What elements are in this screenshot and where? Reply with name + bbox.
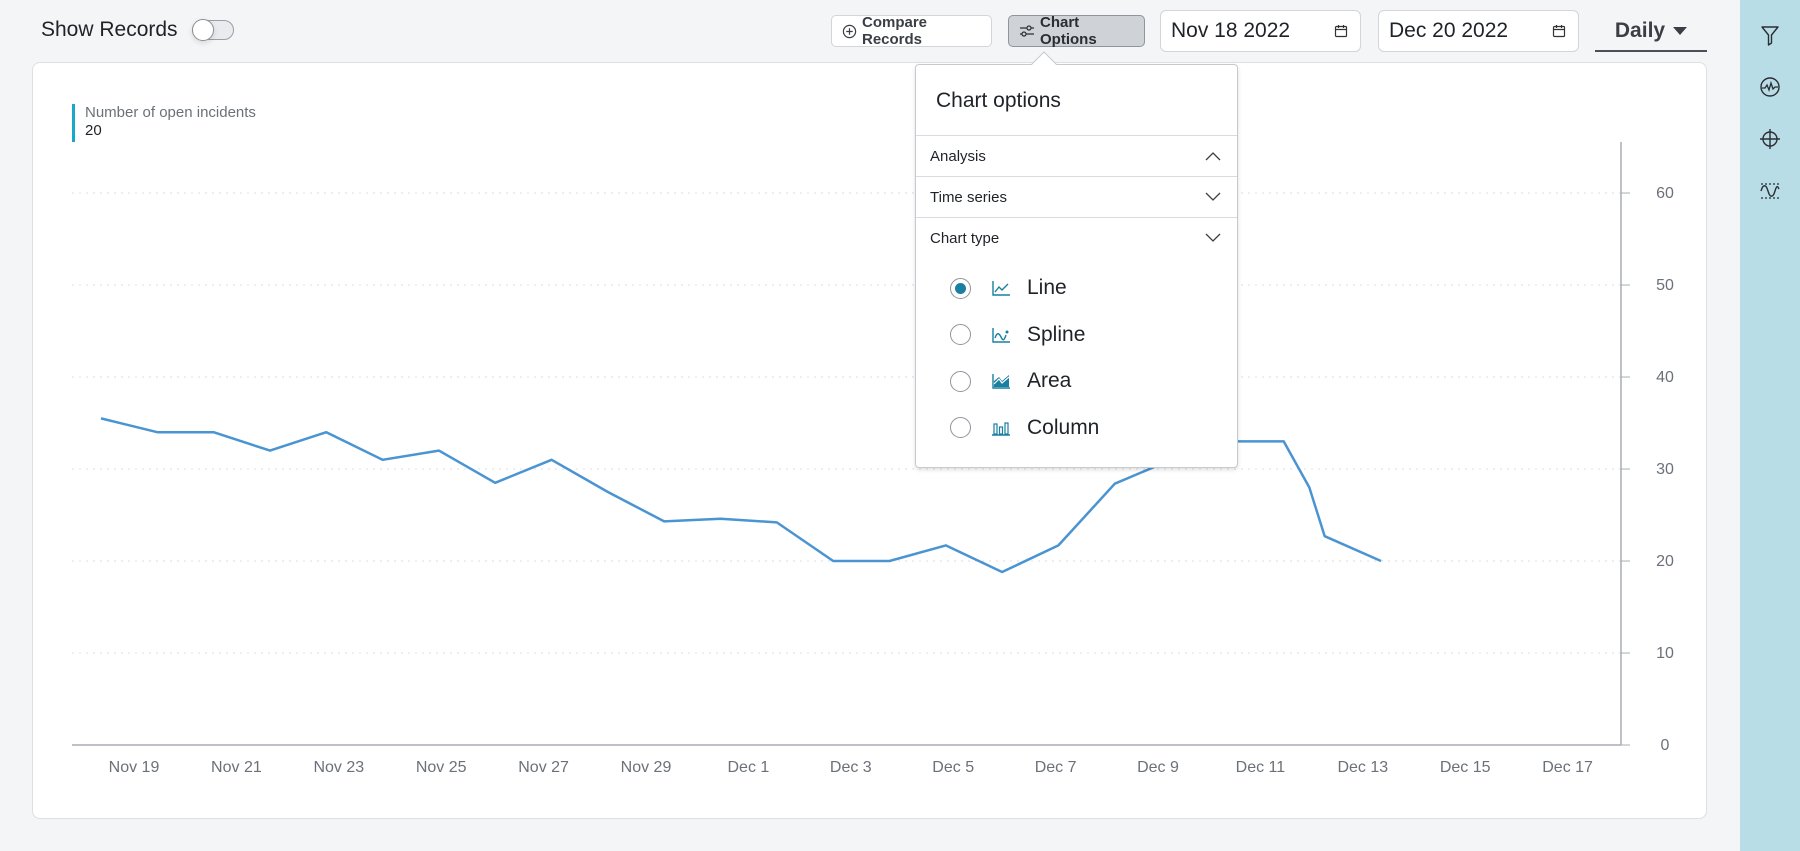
show-records-control: Show Records <box>41 18 234 42</box>
start-date-value: Nov 18 2022 <box>1171 19 1291 42</box>
show-records-label: Show Records <box>41 18 178 41</box>
crosshair-button[interactable] <box>1754 123 1786 155</box>
radio-button[interactable] <box>950 324 971 346</box>
interval-value: Daily <box>1614 19 1666 42</box>
chevron-down-icon <box>1205 192 1221 201</box>
chart-type-label: Line <box>1027 276 1067 300</box>
svg-text:40: 40 <box>1656 369 1674 386</box>
legend-current-value: 20 <box>85 122 102 139</box>
section-analysis[interactable]: Analysis <box>916 135 1237 176</box>
line-chart-icon <box>992 281 1010 296</box>
chart-type-area[interactable]: Area <box>950 358 1099 405</box>
show-records-toggle[interactable] <box>191 19 234 41</box>
section-chart-type[interactable]: Chart type <box>916 217 1237 258</box>
end-date-input[interactable]: Dec 20 2022 <box>1378 10 1579 52</box>
filter-button[interactable] <box>1754 19 1786 51</box>
chart-options-label: Chart Options <box>1040 14 1097 48</box>
svg-text:Dec 15: Dec 15 <box>1440 759 1491 776</box>
interval-dropdown[interactable]: Daily <box>1595 12 1707 52</box>
section-label: Analysis <box>930 147 986 165</box>
threshold-button[interactable] <box>1754 175 1786 207</box>
signal-threshold-icon <box>1760 183 1780 199</box>
right-sidebar <box>1740 0 1800 851</box>
section-label: Time series <box>930 188 1007 206</box>
spline-chart-icon <box>992 327 1010 343</box>
svg-text:10: 10 <box>1656 645 1674 662</box>
svg-text:50: 50 <box>1656 277 1674 294</box>
y-axis: 0 10 20 30 40 50 60 <box>1620 142 1674 754</box>
chart-type-column[interactable]: Column <box>950 405 1099 452</box>
svg-text:Nov 25: Nov 25 <box>416 759 467 776</box>
svg-text:0: 0 <box>1661 737 1670 754</box>
chart-type-label: Spline <box>1027 322 1086 346</box>
radio-button[interactable] <box>950 417 971 439</box>
chart-type-label: Area <box>1027 369 1072 393</box>
activity-monitor-icon <box>1760 77 1780 97</box>
chart-card <box>32 62 1707 819</box>
section-time-series[interactable]: Time series <box>916 176 1237 217</box>
svg-text:Nov 29: Nov 29 <box>621 759 672 776</box>
crosshair-icon <box>1760 129 1780 149</box>
section-label: Chart type <box>930 229 1000 247</box>
svg-text:Dec 3: Dec 3 <box>830 759 872 776</box>
svg-text:Nov 21: Nov 21 <box>211 759 262 776</box>
activity-monitor-button[interactable] <box>1754 71 1786 103</box>
popover-title: Chart options <box>936 89 1061 112</box>
filter-icon <box>1761 26 1779 46</box>
calendar-icon[interactable] <box>1552 24 1566 38</box>
toggle-knob <box>191 19 214 41</box>
chart-type-line[interactable]: Line <box>950 265 1099 312</box>
svg-text:Dec 17: Dec 17 <box>1542 759 1593 776</box>
svg-text:Dec 11: Dec 11 <box>1236 759 1286 776</box>
chart-options-popover: Chart options Analysis Time series Chart… <box>915 51 1238 468</box>
legend-series-name: Number of open incidents <box>85 104 256 121</box>
chevron-up-icon <box>1205 152 1221 161</box>
plus-circle-icon <box>842 24 857 38</box>
chevron-down-icon <box>1205 233 1221 242</box>
chart-gridlines <box>72 192 1621 654</box>
svg-text:Dec 1: Dec 1 <box>728 759 770 776</box>
chart-type-label: Column <box>1027 415 1100 439</box>
radio-button[interactable] <box>950 370 971 392</box>
chart-type-spline[interactable]: Spline <box>950 312 1099 359</box>
compare-records-label: Compare Records <box>862 14 928 48</box>
svg-text:20: 20 <box>1656 553 1674 570</box>
svg-text:Dec 13: Dec 13 <box>1337 759 1388 776</box>
chart-options-button[interactable]: Chart Options <box>1008 14 1145 48</box>
start-date-input[interactable]: Nov 18 2022 <box>1160 10 1361 52</box>
calendar-icon[interactable] <box>1334 24 1348 38</box>
svg-text:Dec 7: Dec 7 <box>1035 759 1077 776</box>
end-date-value: Dec 20 2022 <box>1389 19 1509 42</box>
chart-type-radio-group: Line Spline Area Column <box>950 265 1099 451</box>
chart-legend: Number of open incidents 20 <box>72 104 256 142</box>
svg-text:Dec 5: Dec 5 <box>932 759 974 776</box>
area-chart-icon <box>992 374 1010 389</box>
compare-records-button[interactable]: Compare Records <box>831 14 992 48</box>
x-axis: Nov 19 Nov 21 Nov 23 Nov 25 Nov 27 Nov 29 Dec … <box>72 744 1621 776</box>
svg-text:Dec 9: Dec 9 <box>1137 759 1179 776</box>
sliders-icon <box>1020 25 1034 37</box>
radio-button[interactable] <box>950 277 971 299</box>
svg-text:Nov 19: Nov 19 <box>109 759 160 776</box>
svg-text:Nov 23: Nov 23 <box>313 759 364 776</box>
svg-text:30: 30 <box>1656 461 1674 478</box>
svg-text:Nov 27: Nov 27 <box>518 759 569 776</box>
svg-text:60: 60 <box>1656 185 1674 202</box>
caret-down-icon <box>1673 27 1688 35</box>
column-chart-icon <box>992 422 1010 436</box>
toolbar: Show Records Compare Records Chart Optio… <box>0 0 1740 62</box>
